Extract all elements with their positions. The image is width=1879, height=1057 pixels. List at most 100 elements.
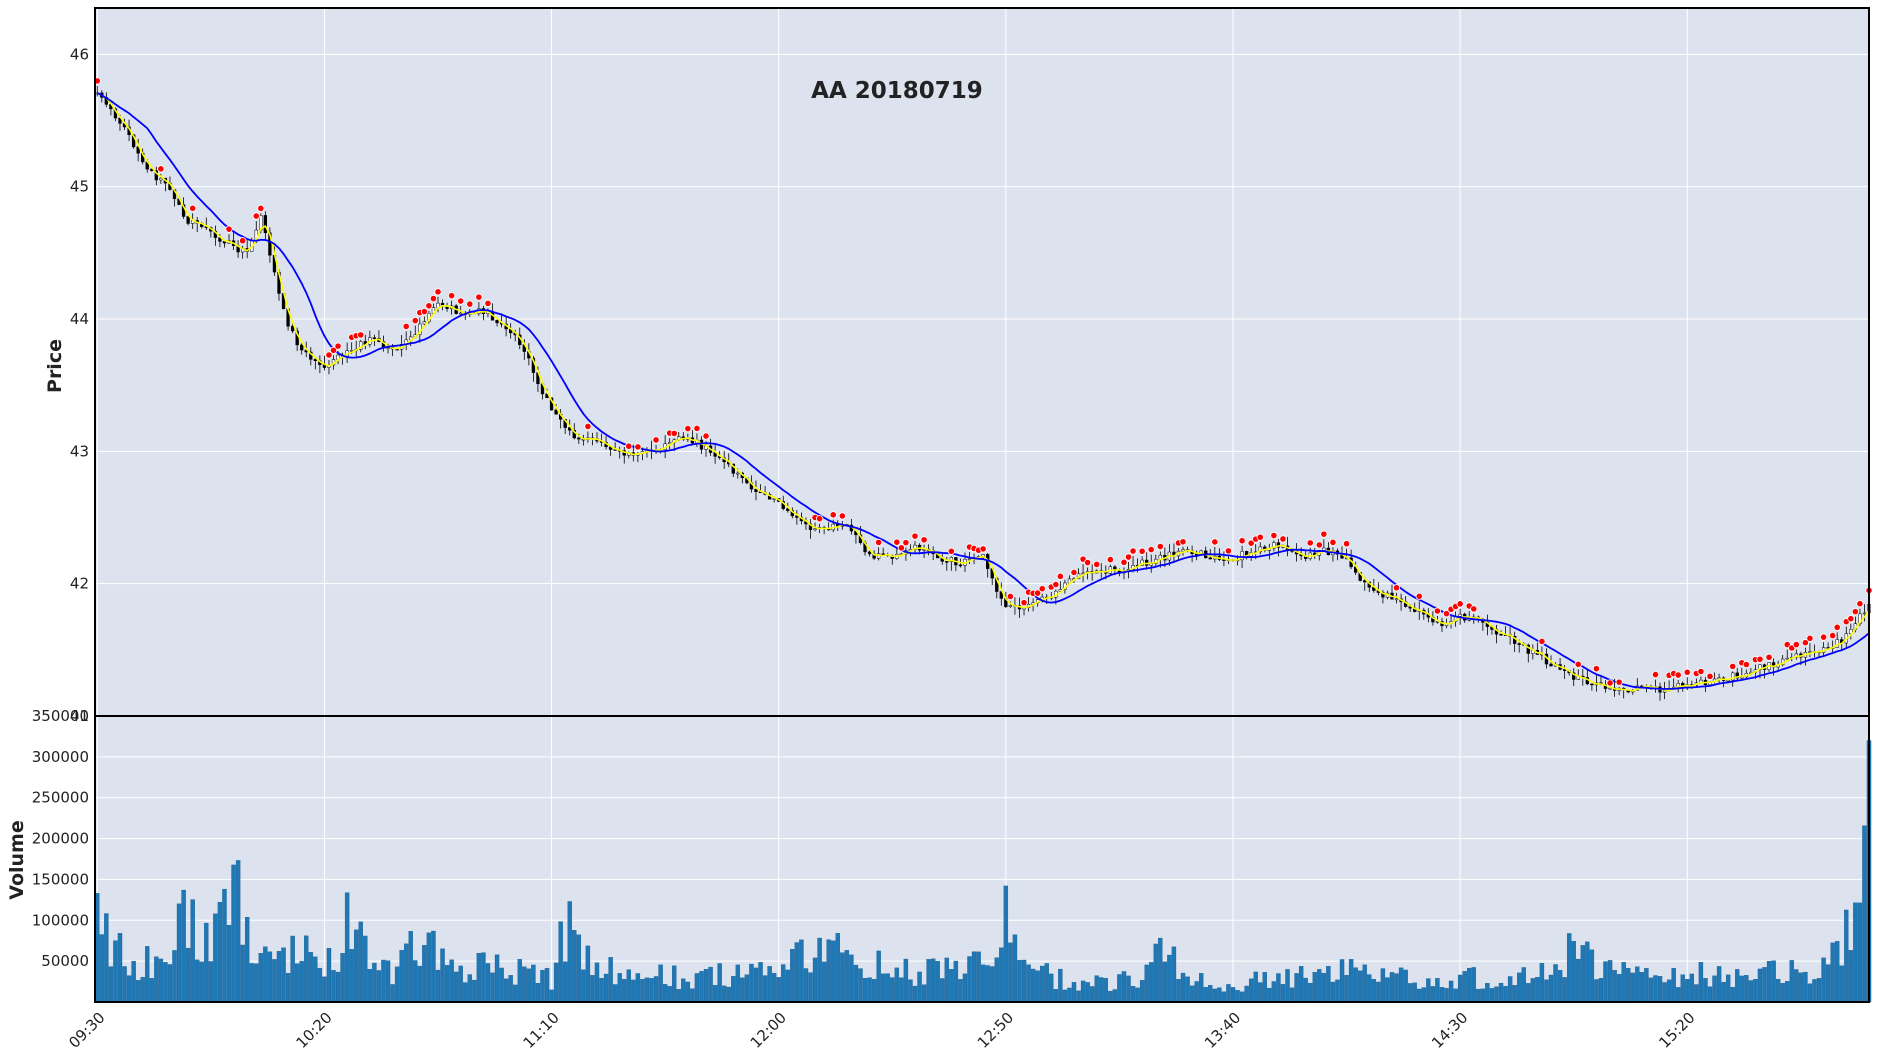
volume-bar — [1467, 967, 1472, 1003]
volume-bar — [249, 963, 254, 1003]
ma-fast-line — [96, 92, 1870, 692]
candle-body — [1499, 633, 1503, 636]
volume-bar — [603, 973, 609, 1003]
volume-bar — [290, 935, 295, 1003]
price-marker — [902, 539, 910, 547]
volume-bar — [1526, 983, 1531, 1003]
price-marker — [1538, 637, 1546, 646]
price-marker — [1651, 670, 1660, 679]
volume-bar — [712, 985, 718, 1003]
volume-bar — [1616, 974, 1622, 1003]
candle-body — [922, 548, 926, 551]
volume-bar — [962, 973, 968, 1003]
volume-bar — [849, 954, 854, 1003]
x-tick-label: 12:00 — [747, 1009, 790, 1052]
volume-tick-label: 250000 — [32, 789, 89, 807]
volume-bar — [890, 977, 895, 1003]
volume-bar — [1162, 961, 1168, 1003]
candle-body — [1272, 542, 1276, 549]
volume-bar — [1380, 968, 1386, 1003]
candle-body — [967, 558, 972, 561]
volume-bar — [831, 940, 836, 1003]
volume-bar — [163, 962, 168, 1003]
volume-bar — [195, 959, 200, 1003]
volume-bar — [231, 864, 236, 1003]
volume-bar — [1612, 970, 1617, 1003]
price-marker — [402, 322, 410, 331]
volume-bar — [1594, 979, 1599, 1003]
volume-bar — [1753, 979, 1758, 1003]
volume-bar — [1807, 983, 1813, 1003]
candle-body — [999, 591, 1003, 599]
volume-bar — [1707, 986, 1713, 1003]
volume-bar — [1721, 981, 1726, 1003]
price-marker — [425, 302, 433, 310]
volume-bar — [835, 933, 840, 1003]
candle-body — [754, 488, 758, 492]
volume-bar — [1571, 940, 1576, 1003]
volume-bar — [1039, 965, 1045, 1003]
candle-body — [422, 321, 427, 325]
volume-bar — [1348, 959, 1354, 1003]
volume-bar — [1271, 981, 1277, 1003]
price-marker — [420, 307, 428, 316]
volume-bar — [1403, 969, 1408, 1003]
volume-bar — [358, 921, 363, 1003]
volume-bar — [1235, 990, 1240, 1003]
volume-bar — [1485, 982, 1490, 1003]
volume-bar — [949, 969, 954, 1003]
candle-body — [154, 170, 158, 181]
price-marker — [1342, 540, 1351, 548]
price-marker — [1856, 600, 1864, 608]
volume-bar — [1539, 963, 1545, 1003]
volume-bar — [1585, 941, 1590, 1003]
price-marker — [829, 511, 837, 519]
volume-bar — [467, 974, 472, 1003]
price-marker — [1020, 599, 1028, 607]
volume-bar — [1471, 967, 1476, 1003]
volume-bar — [1171, 946, 1177, 1003]
volume-bar — [644, 977, 650, 1003]
volume-bar — [1062, 989, 1068, 1003]
volume-bar — [717, 963, 722, 1003]
volume-bar — [908, 979, 913, 1003]
volume-bar — [1258, 982, 1263, 1003]
volume-bar — [1317, 969, 1322, 1003]
candle-body — [359, 341, 363, 350]
volume-bar — [1589, 949, 1595, 1003]
volume-bar — [449, 959, 454, 1003]
candle-body — [867, 551, 872, 555]
price-y-ticks: 41 42 43 44 45 46 — [70, 45, 89, 725]
volume-bar — [258, 953, 264, 1003]
price-marker — [189, 204, 197, 212]
volume-bar — [1603, 961, 1608, 1003]
volume-bar — [1217, 987, 1222, 1003]
volume-bar — [413, 960, 418, 1003]
price-marker — [1070, 568, 1078, 577]
volume-bar — [1853, 902, 1858, 1003]
volume-bar — [340, 953, 345, 1003]
volume-bar — [1821, 957, 1826, 1003]
volume-bar — [631, 979, 636, 1003]
price-marker — [1847, 615, 1855, 623]
volume-bar — [930, 958, 936, 1003]
candle-body — [1258, 546, 1262, 553]
volume-bar — [803, 968, 809, 1003]
price-marker — [1742, 660, 1750, 669]
volume-bar — [1639, 972, 1645, 1003]
volume-bar — [1789, 960, 1794, 1003]
volume-bar — [1117, 974, 1122, 1003]
volume-bar — [1362, 964, 1367, 1003]
volume-bar — [1494, 986, 1499, 1003]
price-marker — [893, 538, 901, 546]
volume-bar — [1630, 972, 1635, 1003]
volume-bar — [790, 949, 795, 1003]
volume-bar — [817, 937, 822, 1003]
volume-bar — [753, 967, 759, 1003]
volume-bar — [1049, 973, 1054, 1003]
volume-bar — [1685, 979, 1690, 1003]
price-marker — [1106, 556, 1114, 564]
volume-bar — [581, 969, 586, 1003]
volume-bar — [444, 965, 450, 1003]
volume-bar — [731, 976, 736, 1003]
